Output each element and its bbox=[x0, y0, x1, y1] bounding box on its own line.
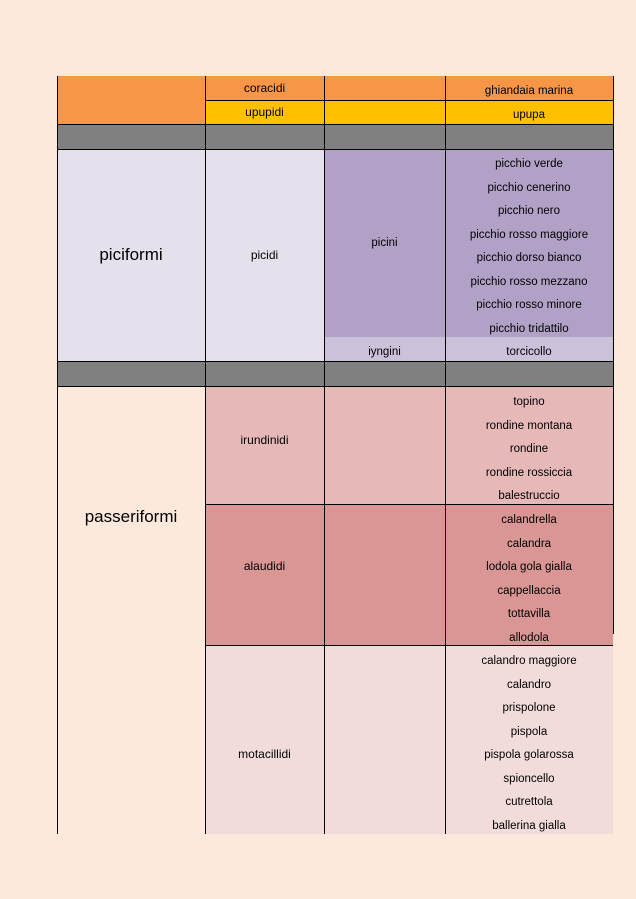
species-item: calandro maggiore bbox=[481, 655, 577, 667]
species-item: calandra bbox=[506, 537, 552, 550]
species-cell-irundinidi bbox=[445, 386, 613, 504]
species-item: picchio rosso minore bbox=[476, 299, 582, 311]
species-item: allodola bbox=[509, 631, 549, 644]
species-cell-ghiandaia-marina: ghiandaia marina bbox=[445, 76, 613, 100]
species-list-alaudidi: calandrella calandra lodola gola gialla … bbox=[445, 509, 613, 650]
table-border bbox=[205, 504, 613, 505]
species-item: rondine bbox=[509, 443, 549, 455]
subfamily-cell-alaudidi bbox=[324, 504, 445, 645]
subfamily-cell-iyngini: iyngini bbox=[324, 337, 445, 361]
subfamily-cell-coracidi bbox=[324, 76, 445, 100]
species-item: picchio dorso bianco bbox=[476, 252, 582, 264]
table-border bbox=[613, 76, 614, 634]
family-cell-alaudidi: alaudidi bbox=[205, 504, 324, 645]
subfamily-cell-picini: picini bbox=[324, 149, 445, 337]
species-cell-picini bbox=[445, 149, 613, 337]
species-item: ballerina gialla bbox=[492, 819, 566, 832]
species-item: picchio nero bbox=[497, 205, 560, 217]
species-item: tottavilla bbox=[507, 608, 551, 620]
species-list-picini: picchio verde picchio cenerino picchio n… bbox=[445, 153, 613, 341]
separator-row bbox=[57, 361, 613, 386]
species-list-irundinidi: topino rondine montana rondine rondine r… bbox=[445, 391, 613, 509]
order-cell-piciformi: piciformi bbox=[57, 149, 205, 361]
species-item: cappellaccia bbox=[497, 584, 561, 597]
species-item: rondine montana bbox=[485, 419, 573, 432]
table-border bbox=[57, 76, 58, 834]
species-item: pispola bbox=[510, 725, 548, 738]
species-item: picchio cenerino bbox=[487, 181, 571, 194]
subfamily-cell-upupidi bbox=[324, 100, 445, 124]
species-item: picchio rosso maggiore bbox=[469, 228, 589, 241]
species-item: picchio tridattilo bbox=[489, 322, 569, 335]
species-item: lodola gola gialla bbox=[486, 561, 572, 573]
table-border bbox=[205, 100, 613, 101]
separator-row bbox=[57, 124, 613, 149]
species-item: picchio rosso mezzano bbox=[470, 275, 588, 288]
family-cell-irundinidi: irundinidi bbox=[205, 386, 324, 504]
subfamily-cell-irundinidi bbox=[324, 386, 445, 504]
order-cell-passeriformi: passeriformi bbox=[84, 507, 178, 526]
species-cell-motacillidi bbox=[445, 645, 613, 834]
table-border bbox=[205, 645, 613, 646]
species-item: pispola golarossa bbox=[484, 749, 574, 761]
species-cell-upupa: upupa bbox=[445, 100, 613, 124]
species-item: rondine rossiccia bbox=[485, 466, 573, 479]
order-cell-coraciformi bbox=[57, 76, 205, 124]
species-cell-torcicollo: torcicollo bbox=[445, 337, 613, 361]
species-item: topino bbox=[513, 396, 545, 408]
species-item: prispolone bbox=[502, 702, 556, 714]
subfamily-cell-motacillidi bbox=[324, 645, 445, 834]
species-list-motacillidi: calandro maggiore calandro prispolone pi… bbox=[445, 650, 613, 838]
species-item: picchio verde bbox=[495, 158, 563, 170]
table-border bbox=[57, 386, 613, 387]
table-border bbox=[57, 361, 613, 362]
table-border bbox=[324, 76, 325, 834]
species-item: balestruccio bbox=[498, 490, 560, 502]
table-border bbox=[57, 149, 613, 150]
family-cell-motacillidi: motacillidi bbox=[205, 645, 324, 834]
family-cell-picidi: picidi bbox=[205, 149, 324, 361]
family-cell-upupidi: upupidi bbox=[205, 100, 324, 124]
table-border bbox=[445, 76, 446, 834]
species-cell-alaudidi bbox=[445, 504, 613, 645]
species-item: calandrella bbox=[501, 514, 557, 526]
table-border bbox=[205, 76, 206, 834]
species-item: cutrettola bbox=[505, 796, 553, 808]
table-border bbox=[57, 124, 613, 125]
family-cell-coracidi: coracidi bbox=[205, 76, 324, 100]
species-item: calandro bbox=[506, 678, 552, 691]
species-item: spioncello bbox=[503, 772, 555, 785]
